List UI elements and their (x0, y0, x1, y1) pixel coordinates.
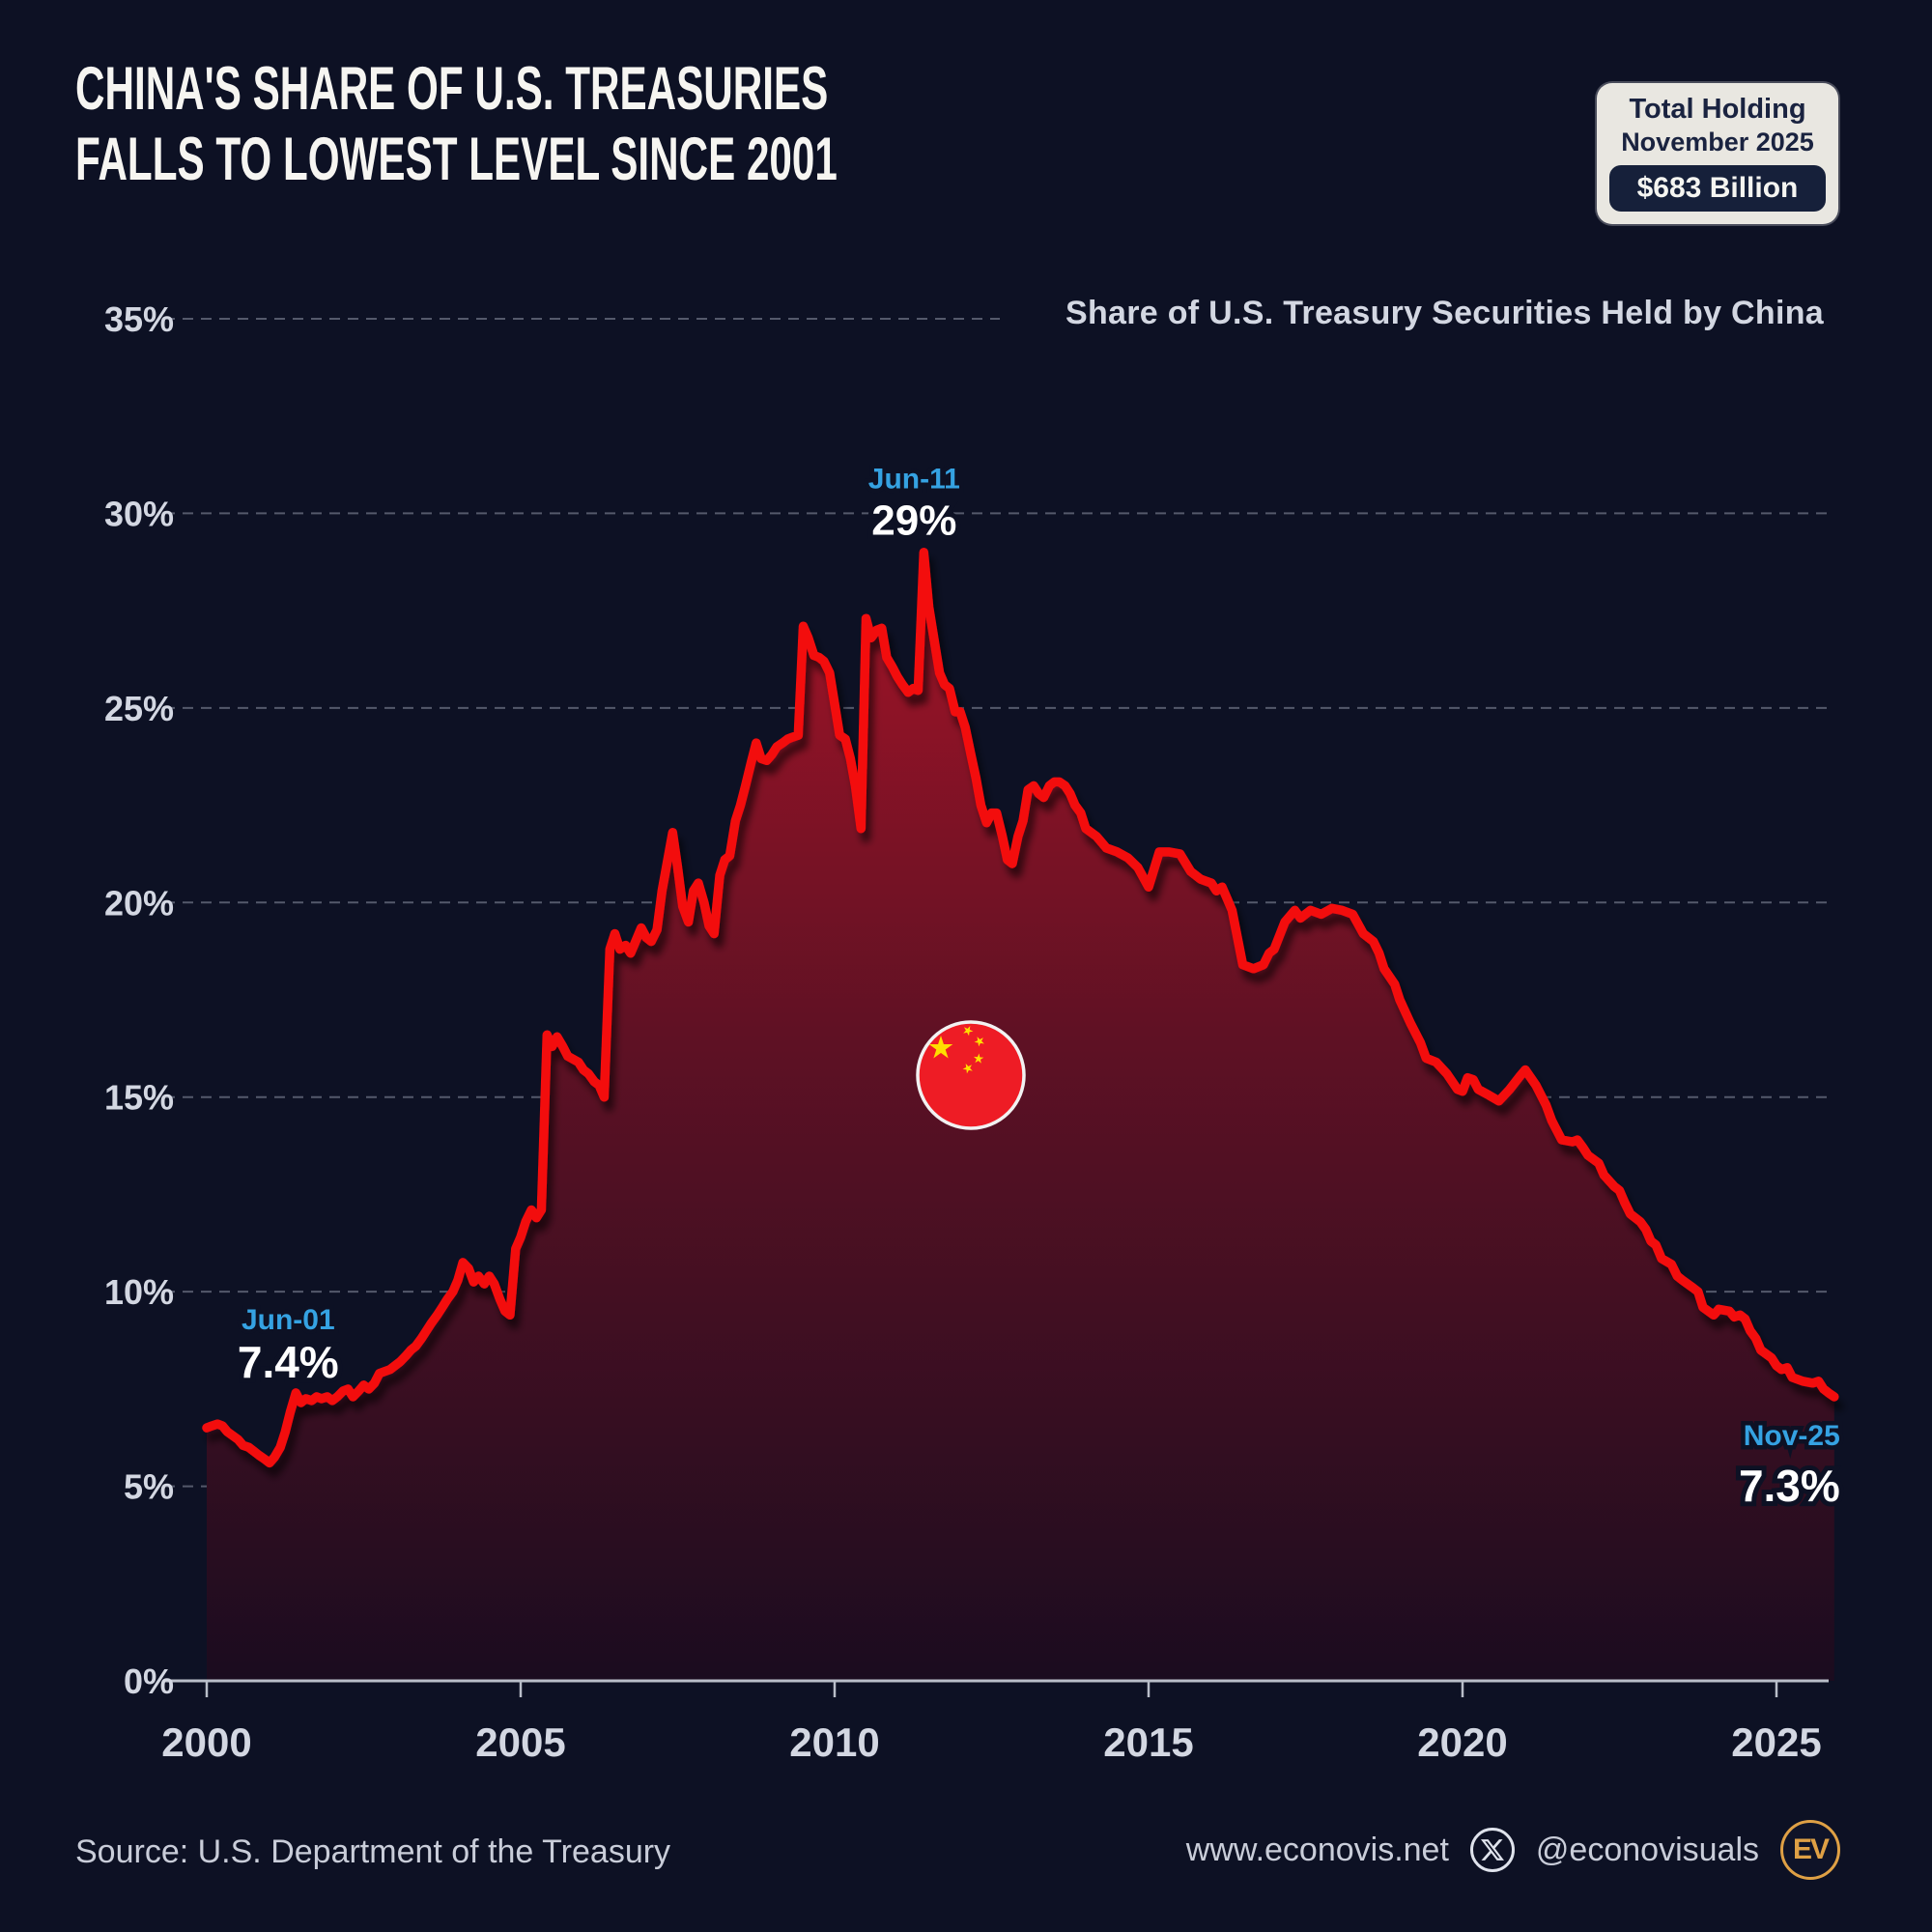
y-tick-label-30%: 30% (104, 494, 174, 533)
annotation-value-7.4%: 7.4% (238, 1337, 339, 1387)
page-title: CHINA'S SHARE OF U.S. TREASURIES FALLS T… (75, 54, 838, 195)
chart-subtitle: Share of U.S. Treasury Securities Held b… (1065, 295, 1824, 331)
y-tick-label-35%: 35% (104, 299, 174, 339)
x-tick-label-2020: 2020 (1417, 1719, 1507, 1765)
flag-star (962, 1064, 973, 1074)
x-tick-label-2000: 2000 (161, 1719, 251, 1765)
y-tick-label-25%: 25% (104, 689, 174, 728)
flag-star (928, 1036, 953, 1059)
y-tick-label-15%: 15% (104, 1078, 174, 1118)
x-logo-icon[interactable] (1469, 1828, 1515, 1872)
x-glyph (1480, 1839, 1504, 1861)
source-note: Source: U.S. Department of the Treasury (75, 1833, 671, 1870)
title-line-2: FALLS TO LOWEST LEVEL SINCE 2001 (75, 126, 838, 194)
x-tick-label-2010: 2010 (789, 1719, 879, 1765)
y-tick-label-20%: 20% (104, 883, 174, 923)
annotation-value-29%: 29% (871, 497, 956, 545)
y-tick-label-0%: 0% (124, 1662, 174, 1701)
x-tick-label-2005: 2005 (475, 1719, 565, 1765)
footer-links: www.econovis.net @econovisuals EV (1186, 1820, 1840, 1880)
total-holding-badge: Total Holding November 2025 $683 Billion (1597, 83, 1838, 224)
title-line-1: CHINA'S SHARE OF U.S. TREASURIES (75, 55, 829, 123)
annotation-value-7.3%: 7.3% (1739, 1461, 1840, 1511)
website-link[interactable]: www.econovis.net (1185, 1831, 1449, 1868)
y-tick-label-5%: 5% (124, 1467, 174, 1507)
y-tick-label-10%: 10% (104, 1272, 174, 1312)
badge-label: Total Holding (1629, 94, 1806, 125)
flag-star (973, 1053, 984, 1064)
flag-star (974, 1037, 984, 1047)
china-flag-icon (916, 1020, 1026, 1130)
x-tick-label-2015: 2015 (1103, 1719, 1193, 1765)
social-handle[interactable]: @econovisuals (1535, 1831, 1759, 1868)
x-tick-label-2025: 2025 (1731, 1719, 1821, 1765)
share-line (202, 547, 1839, 1468)
badge-value: $683 Billion (1609, 165, 1826, 212)
annotation-date-Jun-11: Jun-11 (868, 464, 960, 496)
annotation-date-Jun-01: Jun-01 (242, 1304, 335, 1336)
area-fill (207, 552, 1834, 1682)
badge-date: November 2025 (1621, 128, 1814, 156)
econovis-logo[interactable]: EV (1780, 1820, 1840, 1880)
flag-star (963, 1026, 974, 1037)
annotation-date-Nov-25: Nov-25 (1744, 1420, 1840, 1452)
